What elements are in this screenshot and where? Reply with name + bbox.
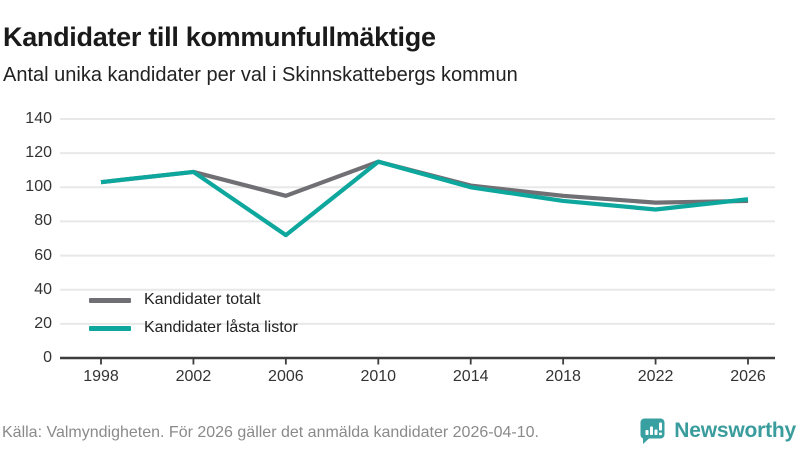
x-tick-label-2014: 2014: [452, 368, 489, 385]
source-note: Källa: Valmyndigheten. För 2026 gäller d…: [2, 424, 539, 441]
x-tick-label-2022: 2022: [637, 368, 674, 385]
x-tick-label-2006: 2006: [268, 368, 304, 385]
y-tick-label-60: 60: [34, 246, 52, 264]
newsworthy-logo-icon: [640, 418, 665, 444]
chart-legend: Kandidater totalt Kandidater låsta listo…: [89, 286, 298, 342]
y-tick-label-40: 40: [34, 280, 52, 298]
brand-name: Newsworthy: [674, 418, 796, 442]
y-tick-label-100: 100: [25, 178, 52, 196]
legend-swatch-lasta-listor: [89, 325, 131, 331]
chart-footer: Källa: Valmyndigheten. För 2026 gäller d…: [0, 412, 800, 450]
legend-item-lasta-listor: Kandidater låsta listor: [89, 314, 298, 342]
x-tick-label-2010: 2010: [360, 368, 397, 385]
legend-item-totalt: Kandidater totalt: [89, 286, 298, 314]
y-tick-label-80: 80: [34, 212, 52, 230]
chart-subtitle: Antal unika kandidater per val i Skinnsk…: [3, 64, 518, 86]
x-tick-label-2026: 2026: [730, 368, 766, 385]
y-tick-label-140: 140: [25, 110, 52, 127]
page-title: Kandidater till kommunfullmäktige: [3, 22, 436, 53]
y-tick-label-120: 120: [25, 144, 52, 162]
x-tick-label-2018: 2018: [545, 368, 581, 385]
y-tick-label-0: 0: [43, 349, 52, 366]
x-tick-label-2002: 2002: [175, 368, 212, 385]
y-tick-label-20: 20: [34, 314, 52, 332]
series-line-1: [100, 159, 749, 238]
legend-label-lasta-listor: Kandidater låsta listor: [144, 319, 298, 336]
series-line-0: [100, 159, 749, 205]
legend-label-totalt: Kandidater totalt: [144, 291, 261, 308]
legend-swatch-totalt: [89, 297, 131, 303]
newsworthy-brand: Newsworthy: [638, 416, 796, 445]
x-tick-label-1998: 1998: [83, 368, 119, 385]
